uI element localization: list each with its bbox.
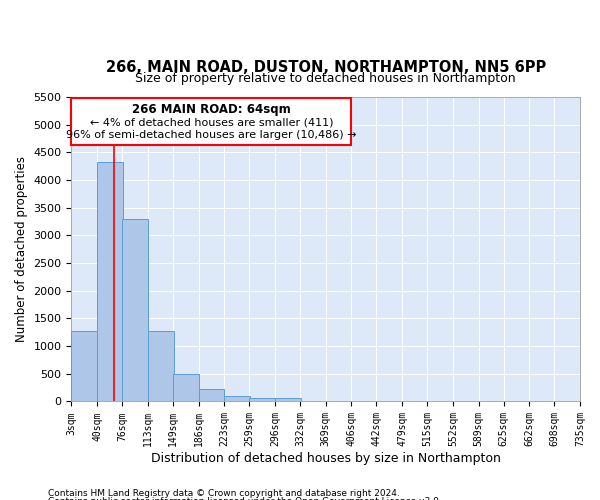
- Text: Size of property relative to detached houses in Northampton: Size of property relative to detached ho…: [136, 72, 516, 85]
- Bar: [148, 330, 173, 402]
- Text: 266 MAIN ROAD: 64sqm: 266 MAIN ROAD: 64sqm: [132, 104, 291, 117]
- Text: 96% of semi-detached houses are larger (10,486) →: 96% of semi-detached houses are larger (…: [66, 130, 356, 140]
- Bar: [71, 331, 97, 402]
- Bar: [97, 162, 123, 402]
- Bar: [199, 390, 224, 402]
- Text: Contains HM Land Registry data © Crown copyright and database right 2024.: Contains HM Land Registry data © Crown c…: [48, 488, 400, 498]
- X-axis label: Distribution of detached houses by size in Northampton: Distribution of detached houses by size …: [151, 452, 500, 465]
- Text: ← 4% of detached houses are smaller (411): ← 4% of detached houses are smaller (411…: [89, 118, 333, 128]
- Bar: [122, 219, 148, 402]
- Text: Contains public sector information licensed under the Open Government Licence v3: Contains public sector information licen…: [48, 497, 442, 500]
- FancyBboxPatch shape: [71, 98, 352, 145]
- Bar: [275, 398, 301, 402]
- Bar: [173, 374, 199, 402]
- Bar: [224, 396, 250, 402]
- Y-axis label: Number of detached properties: Number of detached properties: [15, 156, 28, 342]
- Bar: [249, 398, 275, 402]
- Title: 266, MAIN ROAD, DUSTON, NORTHAMPTON, NN5 6PP: 266, MAIN ROAD, DUSTON, NORTHAMPTON, NN5…: [106, 60, 546, 75]
